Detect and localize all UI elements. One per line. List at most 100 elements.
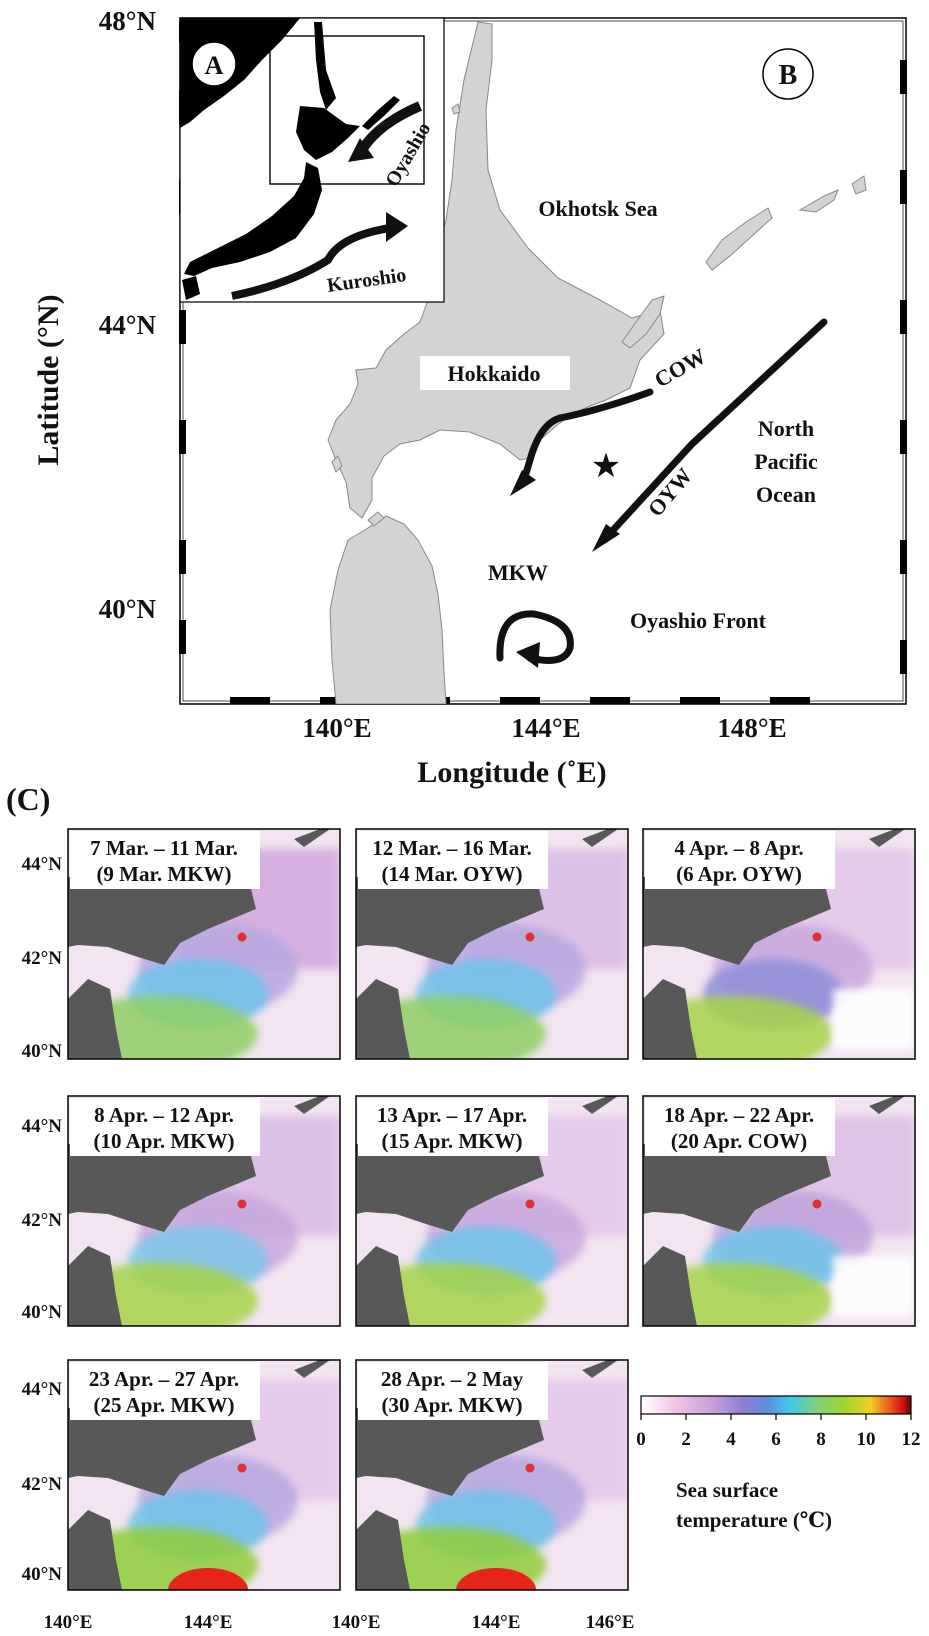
sst-panel-frame <box>67 828 341 1060</box>
y-tick-44n: 44°N <box>99 310 157 340</box>
station-dot <box>525 1199 535 1209</box>
hokkaido-label-box <box>420 356 570 390</box>
sst-x-tick-146e: 146°E <box>586 1612 635 1633</box>
panel-c-label: (C) <box>6 781 50 817</box>
sst-event-label: (15 Apr. MKW) <box>382 1129 523 1153</box>
north-pacific-label-3: Ocean <box>756 482 816 507</box>
sst-y-tick-42n: 42°N <box>22 948 63 969</box>
sst-period-label: 4 Apr. – 8 Apr. <box>674 836 803 860</box>
y-axis-title: Latitude (°N) <box>32 294 65 465</box>
station-dot <box>237 1463 247 1473</box>
inset-label-a: A <box>205 51 224 80</box>
okushiri-island <box>331 455 343 473</box>
sst-panel-grid: 7 Mar. – 11 Mar.(9 Mar. MKW) 12 Mar. – 16… <box>67 828 916 1591</box>
colorbar-tick-label: 12 <box>902 1429 921 1450</box>
inset-honshu <box>184 162 322 276</box>
sst-panel: 8 Apr. – 12 Apr.(10 Apr. MKW) <box>67 1095 341 1327</box>
sst-period-label: 12 Mar. – 16 Mar. <box>372 836 531 860</box>
mkw-label: MKW <box>488 560 548 585</box>
sst-period-label: 7 Mar. – 11 Mar. <box>90 836 238 860</box>
sst-event-label: (6 Apr. OYW) <box>676 862 802 886</box>
colorbar-title-1: Sea surface <box>676 1478 778 1502</box>
sst-label-box <box>358 831 548 889</box>
land-mask <box>356 877 544 965</box>
sst-label-box <box>70 1362 260 1420</box>
sado-island <box>367 511 385 527</box>
sst-x-axis: 140°E 144°E 140°E 144°E 146°E <box>44 1612 635 1633</box>
kuril-island-3 <box>798 189 839 213</box>
sst-y-tick-44n: 44°N <box>22 1379 63 1400</box>
land-mask <box>356 1408 544 1496</box>
warm-core <box>168 1568 248 1590</box>
sst-panel: 23 Apr. – 27 Apr.(25 Apr. MKW) <box>67 1359 341 1591</box>
oyashio-front-label: Oyashio Front <box>630 608 767 633</box>
honshu-landmass <box>329 515 447 704</box>
sst-panel-frame <box>355 828 629 1060</box>
sst-panel: 7 Mar. – 11 Mar.(9 Mar. MKW) <box>67 828 341 1060</box>
cow-arrow <box>520 388 654 484</box>
north-pacific-label-2: Pacific <box>754 449 818 474</box>
sst-x-tick-140e: 140°E <box>44 1612 93 1633</box>
x-tick-144e: 144°E <box>511 713 580 743</box>
sst-x-tick-140e-2: 140°E <box>332 1612 381 1633</box>
sst-period-label: 13 Apr. – 17 Apr. <box>377 1103 527 1127</box>
inset-study-area-box <box>269 35 425 185</box>
inset-sakhalin <box>314 22 336 110</box>
sst-period-label: 8 Apr. – 12 Apr. <box>94 1103 234 1127</box>
current-arrows <box>496 318 828 664</box>
inset-oyashio-arrowhead <box>348 138 374 162</box>
sst-event-label: (14 Mar. OYW) <box>382 862 523 886</box>
colorbar-tick-label: 0 <box>636 1429 646 1450</box>
sst-panel-frame <box>642 1095 916 1327</box>
sst-label-box <box>645 831 835 889</box>
inset-hokkaido <box>296 106 360 160</box>
sst-label-box <box>70 1098 260 1156</box>
sst-panel: 18 Apr. – 22 Apr.(20 Apr. COW) <box>642 1095 916 1327</box>
rishiri-island <box>451 103 461 115</box>
land-mask <box>68 877 256 965</box>
sst-y-axis: 44°N 42°N 40°N 44°N 42°N 40°N 44°N 42°N … <box>22 854 63 1585</box>
inset-kyushu <box>182 276 200 300</box>
sst-period-label: 23 Apr. – 27 Apr. <box>89 1367 239 1391</box>
sst-period-label: 28 Apr. – 2 May <box>381 1367 524 1391</box>
sst-label-box <box>358 1098 548 1156</box>
cow-arrowhead <box>510 470 536 496</box>
inset-kuroshio-arrow <box>231 224 391 300</box>
sst-panel: 13 Apr. – 17 Apr.(15 Apr. MKW) <box>355 1095 629 1327</box>
warm-core <box>456 1568 536 1590</box>
land-mask <box>68 1144 256 1232</box>
inset-kuroshio-arrowhead <box>386 212 408 242</box>
sst-panel-frame <box>642 828 916 1060</box>
sst-event-label: (10 Apr. MKW) <box>94 1129 235 1153</box>
colorbar-tick-label: 8 <box>816 1429 826 1450</box>
panel-b-label-circle <box>762 48 814 100</box>
x-tick-148e: 148°E <box>717 713 786 743</box>
sst-label-box <box>70 831 260 889</box>
x-tick-140e: 140°E <box>302 713 371 743</box>
panel-b-map: ★ A Oyashio Kuroshio B Okhotsk Sea Hokka… <box>32 6 907 789</box>
sst-y-tick-44n: 44°N <box>22 854 63 875</box>
inset-a-map: A Oyashio Kuroshio <box>179 17 445 303</box>
station-dot <box>812 932 822 942</box>
sst-panel-frame <box>67 1359 341 1591</box>
land-mask <box>643 877 831 965</box>
station-dot <box>525 1463 535 1473</box>
sst-event-label: (30 Apr. MKW) <box>382 1393 523 1417</box>
sst-panel-frame <box>355 1359 629 1591</box>
inset-oyashio-arrow <box>357 101 422 153</box>
sst-label-box <box>358 1362 548 1420</box>
sst-y-tick-42n: 42°N <box>22 1474 63 1495</box>
sst-x-tick-144e-2: 144°E <box>472 1612 521 1633</box>
sst-panel-frame <box>67 1095 341 1327</box>
sst-panel: 28 Apr. – 2 May(30 Apr. MKW) <box>355 1359 629 1591</box>
sst-x-tick-144e: 144°E <box>184 1612 233 1633</box>
kuril-island-2 <box>705 207 773 271</box>
land-mask <box>643 1144 831 1232</box>
okhotsk-sea-label: Okhotsk Sea <box>538 196 657 221</box>
sst-y-tick-42n: 42°N <box>22 1210 63 1231</box>
kuril-island-4 <box>851 175 867 195</box>
inset-kuril-1 <box>362 96 400 130</box>
sst-y-tick-40n: 40°N <box>22 1041 63 1062</box>
y-tick-48n: 48°N <box>99 6 157 36</box>
sst-event-label: (9 Mar. MKW) <box>96 862 231 886</box>
